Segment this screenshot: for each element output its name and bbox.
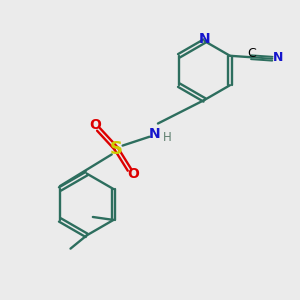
Text: H: H xyxy=(162,131,171,144)
Text: O: O xyxy=(127,167,139,181)
Text: O: O xyxy=(89,118,101,132)
Text: N: N xyxy=(148,127,160,141)
Text: S: S xyxy=(110,140,123,158)
Text: N: N xyxy=(272,51,283,64)
Text: C: C xyxy=(247,47,256,60)
Text: N: N xyxy=(199,32,210,46)
